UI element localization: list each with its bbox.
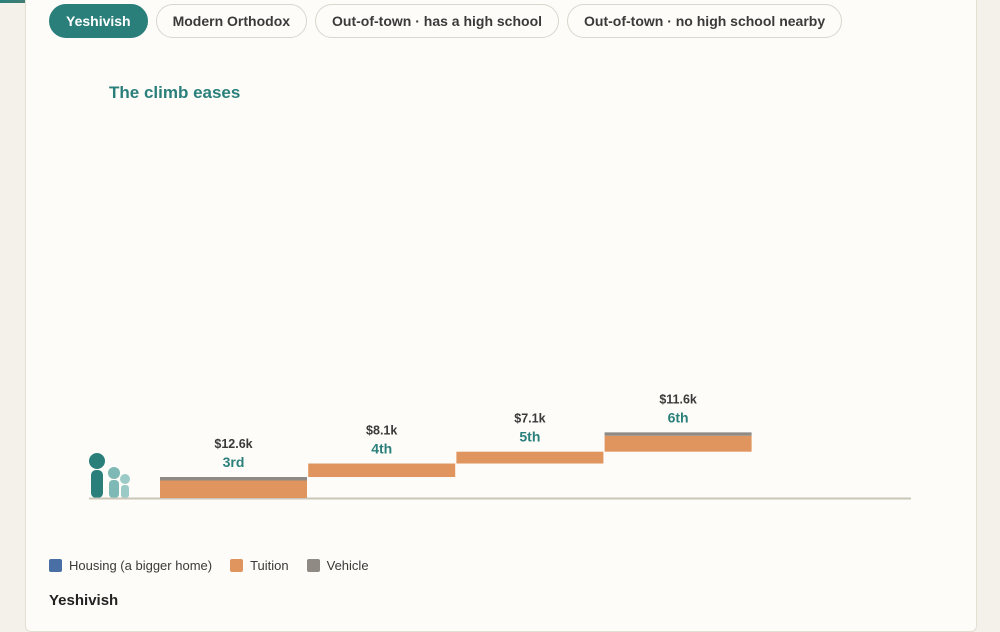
legend-label-tuition: Tuition (250, 558, 289, 573)
tab-out-of-town-no-high-school[interactable]: Out-of-town · no high school nearby (567, 4, 843, 38)
bar-4th-tuition (308, 463, 456, 478)
legend-swatch-vehicle (306, 559, 320, 572)
legend-label-housing: Housing (a bigger home) (69, 558, 213, 573)
chart-card (25, 0, 977, 632)
community-tabs: Yeshivish Modern Orthodox Out-of-town · … (49, 4, 843, 38)
bar-6th-tuition (604, 435, 752, 452)
step-amount-label: $8.1k (366, 424, 397, 438)
chart-steps: $12.6k 3rd $8.1k 4th $7.1k 5th $11.6k 6th (160, 392, 752, 498)
chart-title: The climb eases (109, 83, 241, 102)
bar-3rd-tuition (160, 480, 307, 498)
legend-item-tuition: Tuition (230, 558, 289, 573)
legend-item-vehicle: Vehicle (306, 558, 369, 573)
legend-label-vehicle: Vehicle (326, 558, 369, 573)
step-amount-label: $12.6k (214, 437, 252, 451)
step-amount-label: $11.6k (659, 392, 697, 406)
bar-5th-tuition (456, 451, 604, 464)
legend-item-housing: Housing (a bigger home) (49, 558, 212, 573)
legend-swatch-tuition (230, 559, 244, 572)
legend-swatch-housing (49, 559, 62, 572)
explanation-caption: Yeshivish (49, 592, 118, 609)
family-icon (89, 453, 130, 498)
step-amount-label: $7.1k (514, 412, 545, 426)
tab-yeshivish[interactable]: Yeshivish (49, 4, 148, 38)
bar-6th-vehicle (604, 432, 752, 436)
tab-out-of-town-high-school[interactable]: Out-of-town · has a high school (315, 4, 560, 38)
staircase-chart: $12.6k 3rd $8.1k 4th $7.1k 5th $11.6k 6th (89, 392, 911, 500)
step-child-label: 4th (371, 441, 392, 457)
tab-modern-orthodox[interactable]: Modern Orthodox (155, 4, 308, 38)
chart-legend: Housing (a bigger home) Tuition Vehicle (49, 558, 369, 573)
caption-title: Yeshivish (49, 592, 119, 609)
step-child-label: 5th (519, 429, 540, 445)
step-child-label: 3rd (223, 454, 245, 470)
step-child-label: 6th (668, 409, 689, 425)
bar-3rd-vehicle (160, 477, 307, 481)
